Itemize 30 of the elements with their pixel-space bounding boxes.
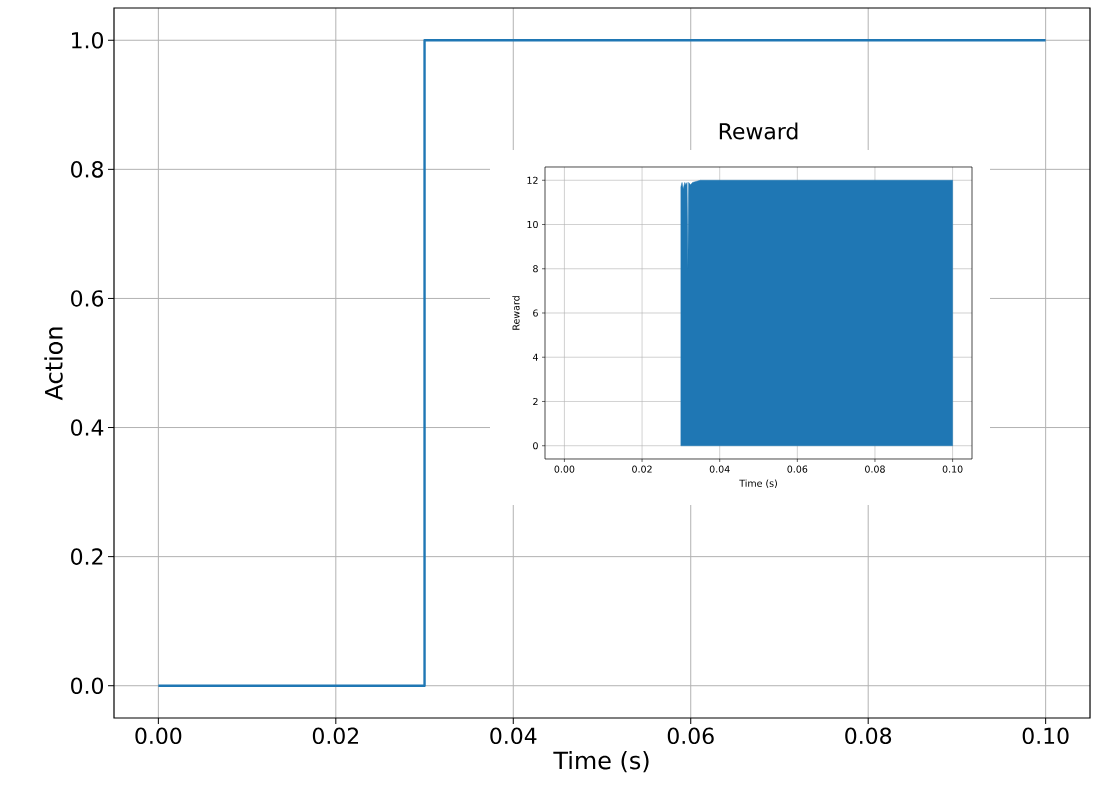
y-axis-title: Action	[44, 327, 63, 401]
y-tick-label: 0.0	[71, 677, 104, 695]
x-tick-label: 0.00	[135, 727, 182, 745]
x-tick-label: 0.02	[312, 727, 359, 745]
y-tick-label: 10	[527, 220, 538, 229]
x-tick-label: 0.04	[490, 727, 537, 745]
y-tick-label: 8	[533, 265, 538, 273]
x-axis-title: Time (s)	[553, 750, 649, 773]
x-axis-title: Time (s)	[739, 479, 777, 488]
y-tick-label: 0.8	[71, 161, 103, 178]
y-tick-label: 12	[527, 176, 538, 184]
x-tick-label: 0.08	[865, 465, 885, 473]
x-tick-label: 0.10	[1022, 727, 1069, 745]
x-tick-label: 0.02	[632, 465, 652, 473]
x-tick-label: 0.08	[845, 727, 892, 745]
y-tick-label: 0.4	[71, 419, 104, 436]
y-tick-label: 4	[532, 353, 538, 361]
x-tick-label: 0.00	[554, 465, 575, 473]
x-tick-label: 0.06	[787, 465, 808, 473]
x-tick-label: 0.10	[942, 465, 963, 473]
x-tick-label: 0.04	[709, 465, 730, 473]
y-tick-label: 0.6	[71, 290, 104, 307]
y-tick-label: 0.2	[71, 548, 103, 565]
y-tick-label: 2	[533, 397, 538, 405]
y-tick-label: 1.0	[72, 31, 104, 49]
y-axis-title: Reward	[512, 296, 520, 330]
y-tick-label: 0	[533, 442, 538, 450]
chart-title: Reward	[719, 122, 798, 140]
y-tick-label: 6	[533, 309, 538, 317]
x-tick-label: 0.06	[667, 727, 714, 745]
